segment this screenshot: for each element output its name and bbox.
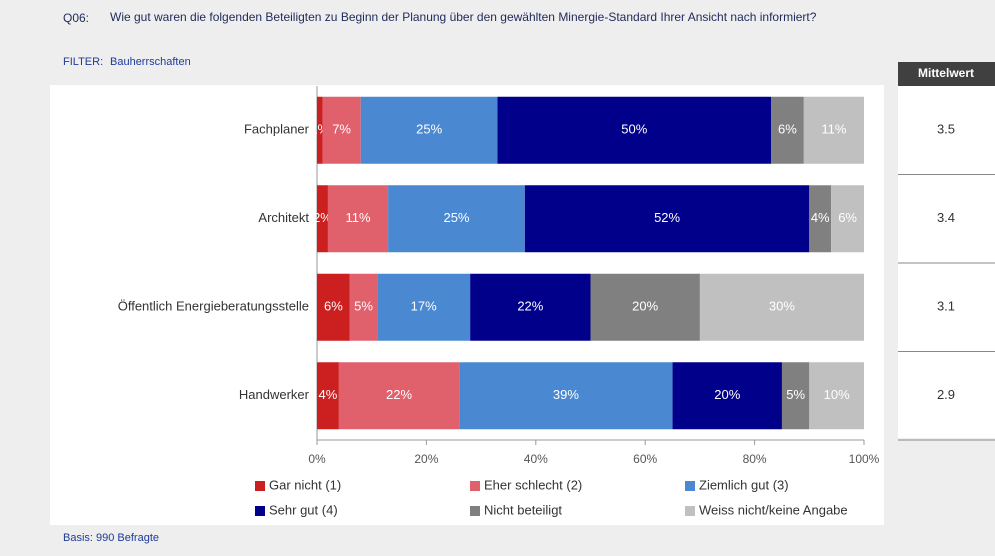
bar-segment: [338, 362, 460, 430]
x-tick-label: 40%: [524, 452, 548, 466]
value-label: 50%: [621, 122, 647, 137]
mean-value: 3.4: [937, 210, 955, 225]
legend-label: Gar nicht (1): [269, 477, 341, 492]
value-label: 17%: [411, 299, 437, 314]
bar-segment: [317, 96, 323, 164]
value-label: 4%: [319, 387, 338, 402]
x-tick-label: 60%: [633, 452, 657, 466]
value-label: 6%: [838, 210, 857, 225]
bar-segment: [809, 185, 832, 253]
y-tick-label: Öffentlich Energieberatungsstelle: [118, 299, 309, 314]
x-tick-label: 0%: [308, 452, 326, 466]
bar-segment: [590, 273, 700, 341]
footer: Basis: 990 Befragte: [63, 532, 160, 544]
bar-segment: [672, 362, 782, 430]
value-label: 5%: [786, 387, 805, 402]
value-label: 6%: [324, 299, 343, 314]
value-label: 22%: [517, 299, 543, 314]
mean-value: 3.1: [937, 299, 955, 314]
bar-segment: [377, 273, 471, 341]
bar-segment: [470, 273, 591, 341]
bar-segment: [781, 362, 810, 430]
bar-segment: [524, 185, 810, 253]
table-bg: [898, 86, 995, 438]
legend-swatch: [470, 506, 480, 516]
y-tick-label: Fachplaner: [244, 122, 310, 137]
x-tick-label: 100%: [849, 452, 880, 466]
bar-segment: [831, 185, 864, 253]
question: Wie gut waren die folgenden Beteiligten …: [110, 10, 817, 24]
bar-segment: [497, 96, 772, 164]
legend-swatch: [470, 481, 480, 491]
mean-value: 2.9: [937, 387, 955, 402]
legend-swatch: [255, 481, 265, 491]
bar-segment: [803, 96, 864, 164]
bar-segment: [317, 185, 328, 253]
value-label: 39%: [553, 387, 579, 402]
value-label: 20%: [632, 299, 658, 314]
value-label: 2%: [313, 210, 332, 225]
table-header: Mittelwert: [918, 66, 974, 80]
value-label: 30%: [769, 299, 795, 314]
x-tick-label: 80%: [743, 452, 767, 466]
bar-segment: [388, 185, 525, 253]
legend-swatch: [685, 481, 695, 491]
y-tick-label: Handwerker: [239, 387, 310, 402]
bar-segment: [322, 96, 361, 164]
bar-segment: [459, 362, 673, 430]
y-tick-label: Architekt: [258, 210, 309, 225]
mean-value: 3.5: [937, 122, 955, 137]
table-header-bg: [898, 62, 995, 86]
bar-segment: [699, 273, 864, 341]
value-label: 11%: [821, 122, 846, 137]
bar-segment: [317, 362, 339, 430]
value-label: 4%: [811, 210, 830, 225]
value-label: 11%: [345, 210, 370, 225]
legend-label: Weiss nicht/keine Angabe: [699, 502, 848, 517]
bar-segment: [327, 185, 389, 253]
value-label: 25%: [443, 210, 469, 225]
legend-swatch: [685, 506, 695, 516]
legend-label: Nicht beteiligt: [484, 502, 562, 517]
value-label: 25%: [416, 122, 442, 137]
value-label: 6%: [778, 122, 797, 137]
value-label: 52%: [654, 210, 680, 225]
filter-label: FILTER:: [63, 56, 104, 68]
bar-segment: [771, 96, 804, 164]
value-label: 10%: [824, 387, 850, 402]
value-label: 22%: [386, 387, 412, 402]
legend-label: Sehr gut (4): [269, 502, 338, 517]
value-label: 7%: [332, 122, 351, 137]
legend-swatch: [255, 506, 265, 516]
legend-label: Ziemlich gut (3): [699, 477, 789, 492]
filter: Bauherrschaften: [110, 56, 191, 68]
bar-segment: [360, 96, 498, 164]
question-id: Q06:: [63, 11, 90, 25]
bar-segment: [809, 362, 864, 430]
value-label: 20%: [714, 387, 740, 402]
value-label: 5%: [354, 299, 373, 314]
bar-segment: [349, 273, 378, 341]
x-tick-label: 20%: [414, 452, 438, 466]
legend-label: Eher schlecht (2): [484, 477, 582, 492]
bar-segment: [317, 273, 350, 341]
